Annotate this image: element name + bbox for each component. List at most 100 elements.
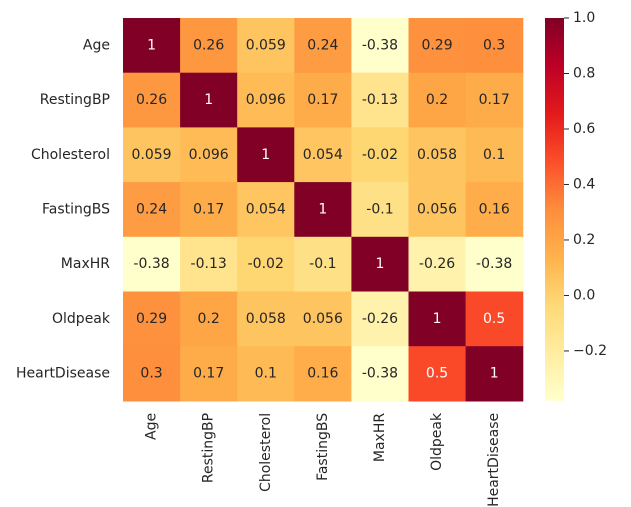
x-tick-label: HeartDisease [486, 413, 502, 507]
heatmap-cell-label: 0.5 [483, 311, 505, 327]
heatmap-cell-label: 0.056 [303, 311, 343, 327]
heatmap-cell [408, 291, 467, 347]
heatmap-cell [408, 236, 467, 293]
heatmap-cell [465, 127, 524, 183]
heatmap-cell [294, 236, 352, 293]
heatmap-cell-label: -0.38 [362, 37, 398, 53]
colorbar-tick-label: 0.6 [573, 121, 595, 137]
heatmap-cell-label: 0.3 [140, 366, 162, 382]
heatmap-cell [294, 346, 352, 402]
colorbar-ticks: 1.0 0.8 0.6 0.4 0.2 0.0 −0.2 [564, 10, 607, 359]
heatmap-cell-label: 1 [490, 366, 499, 382]
heatmap-cell-label: -0.26 [362, 311, 398, 327]
heatmap-cell [465, 346, 524, 402]
heatmap-cell [123, 72, 181, 128]
heatmap-cell [408, 182, 467, 238]
x-tick-label: Age [144, 413, 160, 440]
y-tick-label: RestingBP [40, 92, 110, 108]
heatmap-cell [465, 72, 524, 128]
heatmap-cell [180, 236, 238, 293]
heatmap-cell-label: -0.38 [362, 366, 398, 382]
heatmap-cell-label: -0.1 [366, 201, 393, 217]
heatmap-cell [351, 236, 410, 293]
heatmap-cell [123, 127, 181, 183]
heatmap-cell [465, 182, 524, 238]
heatmap-cell [408, 72, 467, 128]
heatmap-cell-label: 0.2 [198, 311, 220, 327]
heatmap-cell [465, 236, 524, 293]
heatmap-cell-label: -0.38 [476, 256, 512, 272]
heatmap-cell-label: 0.054 [303, 147, 343, 163]
heatmap-cell-label: 0.054 [246, 201, 286, 217]
heatmap-cell-label: 0.17 [479, 92, 510, 108]
y-tick-label: FastingBS [42, 201, 110, 217]
heatmap-cell [237, 72, 295, 128]
heatmap-cell-label: -0.02 [248, 256, 284, 272]
heatmap-cell-label: 0.16 [307, 366, 338, 382]
y-tick-labels: Age RestingBP Cholesterol FastingBS MaxHR Old… [16, 37, 111, 381]
heatmap-cell [123, 346, 181, 402]
heatmap-cell [180, 72, 238, 128]
heatmap-cell-label: 0.059 [132, 147, 172, 163]
x-tick-labels: Age RestingBP Cholesterol FastingBS MaxHR Old… [144, 412, 503, 507]
heatmap-cell-label: 0.17 [307, 92, 338, 108]
heatmap-cell-label: 0.29 [421, 37, 452, 53]
heatmap-cell-label: 0.096 [246, 92, 286, 108]
heatmap-cell-label: 1 [375, 256, 384, 272]
x-tick-label: FastingBS [315, 413, 331, 481]
colorbar-gradient [545, 18, 564, 401]
heatmap-cell [351, 127, 410, 183]
heatmap-cell [351, 291, 410, 347]
colorbar-tick-label: −0.2 [573, 343, 607, 359]
heatmap-cell-label: 0.24 [136, 201, 167, 217]
heatmap-cell [465, 291, 524, 347]
heatmap-cell-label: 0.058 [417, 147, 457, 163]
heatmap-cell-label: 0.16 [479, 201, 510, 217]
colorbar-tick-label: 0.4 [573, 176, 595, 192]
heatmap-cell [294, 182, 352, 238]
heatmap-cell [294, 72, 352, 128]
x-tick-label: Cholesterol [258, 413, 274, 492]
heatmap-cell-label: 0.26 [193, 37, 224, 53]
y-tick-label: Cholesterol [31, 147, 110, 163]
y-tick-label: Oldpeak [52, 311, 111, 327]
heatmap-cell-label: -0.13 [362, 92, 398, 108]
y-tick-label: HeartDisease [16, 366, 110, 382]
heatmap-cell-label: 1 [147, 37, 156, 53]
heatmap-cell [408, 127, 467, 183]
heatmap-cell-label: 0.059 [246, 37, 286, 53]
heatmap-cell [294, 127, 352, 183]
heatmap-cell-label: 0.5 [426, 366, 448, 382]
heatmap-cell [237, 346, 295, 402]
heatmap-cell [351, 18, 410, 74]
heatmap-cell-label: 0.1 [255, 366, 277, 382]
y-tick-label: MaxHR [61, 256, 110, 272]
heatmap-cell [294, 291, 352, 347]
heatmap-cells [123, 18, 524, 402]
colorbar: 1.0 0.8 0.6 0.4 0.2 0.0 −0.2 [545, 10, 607, 401]
colorbar-tick-label: 0.8 [573, 65, 595, 81]
heatmap-cell [465, 18, 524, 74]
heatmap-cell-label: -0.13 [191, 256, 227, 272]
heatmap-cell [180, 18, 238, 74]
heatmap-cell [237, 127, 295, 183]
colorbar-tick-label: 1.0 [573, 10, 595, 26]
x-tick-label: RestingBP [201, 413, 217, 483]
heatmap-cell [237, 182, 295, 238]
heatmap-cell-label: -0.38 [133, 256, 169, 272]
heatmap-cell [123, 18, 181, 74]
heatmap-cell-label: 1 [204, 92, 213, 108]
heatmap-cell [237, 291, 295, 347]
y-tick-label: Age [83, 37, 110, 53]
heatmap-cell-label: 0.2 [426, 92, 448, 108]
heatmap-cell-labels: 1 0.26 0.059 0.24 -0.38 0.29 0.3 0.26 1 0.096 0.17… [132, 37, 513, 381]
heatmap-cell [351, 346, 410, 402]
heatmap-cell-label: 0.096 [189, 147, 229, 163]
x-tick-label: Oldpeak [429, 412, 445, 471]
heatmap-cell [408, 346, 467, 402]
heatmap-cell [180, 127, 238, 183]
colorbar-tick-label: 0.2 [573, 232, 595, 248]
heatmap-cell [123, 236, 181, 293]
heatmap-cell [237, 236, 295, 293]
